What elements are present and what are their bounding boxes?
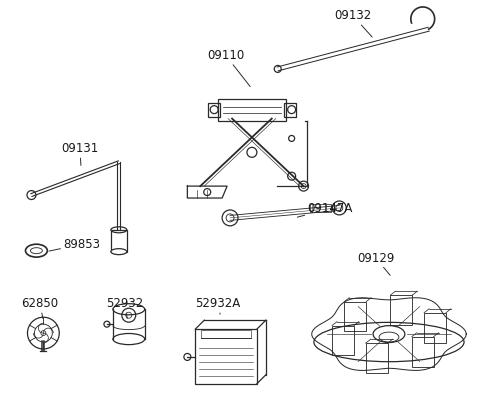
- Text: 09147A: 09147A: [297, 202, 353, 217]
- Bar: [201, 330, 251, 338]
- Text: 52932: 52932: [106, 297, 143, 318]
- Bar: [366, 343, 387, 373]
- Circle shape: [299, 181, 309, 191]
- Circle shape: [222, 210, 238, 226]
- Text: 09132: 09132: [335, 9, 372, 37]
- Circle shape: [332, 201, 346, 215]
- Bar: [424, 313, 446, 343]
- Bar: [284, 103, 296, 117]
- Bar: [412, 337, 433, 366]
- Bar: [195, 329, 257, 384]
- Bar: [310, 204, 331, 212]
- Bar: [332, 326, 354, 356]
- Circle shape: [247, 147, 257, 157]
- Text: 09131: 09131: [61, 142, 98, 166]
- Bar: [218, 99, 286, 120]
- Text: 89853: 89853: [49, 238, 100, 251]
- Text: 52932A: 52932A: [195, 297, 240, 314]
- Bar: [344, 302, 366, 331]
- Bar: [111, 230, 127, 252]
- Bar: [208, 103, 220, 117]
- Ellipse shape: [111, 249, 127, 255]
- Bar: [390, 295, 412, 325]
- Text: 62850: 62850: [22, 297, 59, 318]
- Text: 09110: 09110: [207, 49, 250, 86]
- Text: 09129: 09129: [357, 252, 395, 276]
